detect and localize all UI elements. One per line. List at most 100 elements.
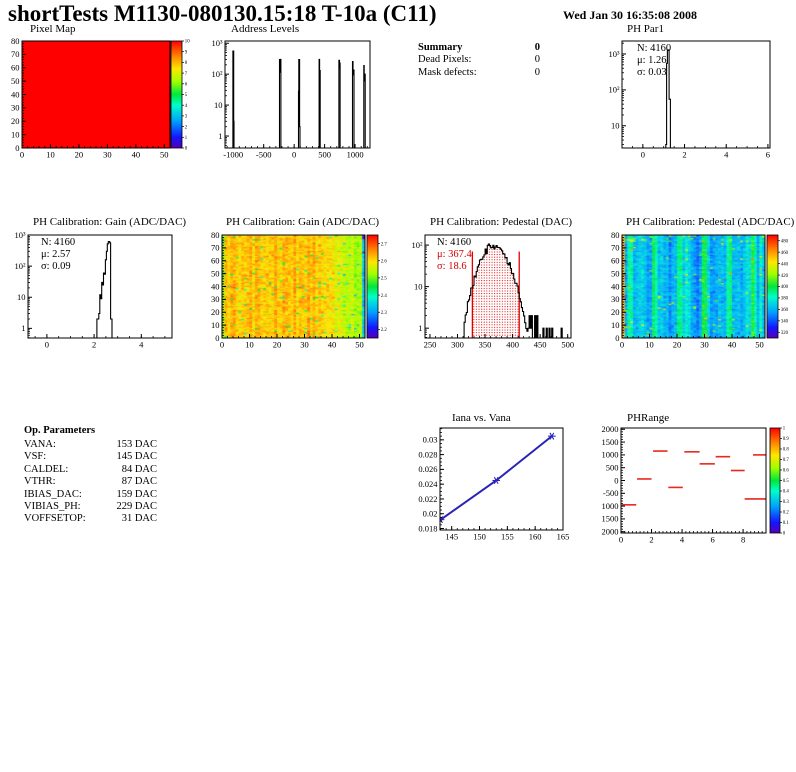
svg-text:2000: 2000 (602, 424, 619, 434)
summary-mask-defects-value: 0 (534, 66, 540, 78)
svg-text:400: 400 (781, 285, 789, 290)
svg-text:70: 70 (611, 243, 620, 253)
param-voffsetop-label: VOFFSETOP: (24, 513, 86, 525)
svg-text:-1000: -1000 (223, 150, 243, 160)
svg-text:2.6: 2.6 (381, 259, 388, 264)
svg-text:160: 160 (529, 532, 542, 542)
summary-dead-pixels-label: Dead Pixels: (418, 54, 472, 66)
svg-text:2: 2 (92, 340, 96, 350)
svg-text:0: 0 (615, 333, 619, 343)
svg-text:40: 40 (132, 150, 141, 160)
param-caldel-value: 84 DAC (121, 463, 157, 475)
svg-text:1: 1 (418, 323, 422, 333)
param-vibias-ph-value: 229 DAC (116, 501, 157, 513)
stats-ph-par1: N: 4160 μ: 1.26 σ: 0.03 (637, 43, 671, 79)
svg-text:1000: 1000 (602, 450, 619, 460)
svg-text:0: 0 (292, 150, 296, 160)
svg-text:3: 3 (185, 115, 188, 120)
svg-text:0.02: 0.02 (423, 509, 438, 519)
svg-text:10: 10 (211, 320, 220, 330)
chart-title-ph-par1: PH Par1 (627, 23, 664, 35)
svg-text:10: 10 (611, 320, 620, 330)
svg-text:0.024: 0.024 (418, 479, 438, 489)
svg-text:0.03: 0.03 (423, 435, 438, 445)
svg-text:10²: 10² (411, 240, 423, 250)
svg-text:10²: 10² (14, 261, 26, 271)
svg-text:50: 50 (611, 268, 620, 278)
svg-text:320: 320 (781, 331, 789, 336)
svg-text:8: 8 (185, 61, 188, 66)
summary-block: Summary 0 Dead Pixels: 0 Mask defects: 0 (418, 42, 540, 79)
svg-text:70: 70 (211, 243, 220, 253)
svg-text:10: 10 (11, 129, 20, 139)
svg-text:0.022: 0.022 (418, 494, 437, 504)
svg-text:10²: 10² (608, 85, 620, 95)
svg-text:1: 1 (21, 323, 25, 333)
svg-text:2: 2 (649, 535, 653, 545)
svg-text:350: 350 (479, 340, 492, 350)
svg-text:0.3: 0.3 (783, 500, 790, 505)
svg-text:10²: 10² (211, 69, 223, 79)
param-caldel-label: CALDEL: (24, 463, 69, 475)
svg-text:0: 0 (45, 340, 49, 350)
stat-mu: μ: 1.26 (637, 55, 667, 66)
svg-text:0: 0 (614, 475, 618, 485)
svg-text:500: 500 (318, 150, 331, 160)
svg-text:80: 80 (611, 230, 620, 240)
page-title: shortTests M1130-080130.15:18 T-10a (C11… (8, 1, 437, 26)
svg-text:0.026: 0.026 (418, 464, 437, 474)
svg-text:0: 0 (620, 340, 624, 350)
svg-text:70: 70 (11, 49, 20, 59)
svg-text:40: 40 (328, 340, 337, 350)
svg-text:10: 10 (46, 150, 55, 160)
svg-text:9: 9 (185, 50, 188, 55)
svg-text:30: 30 (300, 340, 309, 350)
svg-text:0.018: 0.018 (418, 523, 437, 533)
svg-text:50: 50 (160, 150, 169, 160)
svg-text:4: 4 (724, 150, 729, 160)
svg-text:0: 0 (641, 150, 645, 160)
svg-text:8: 8 (741, 535, 745, 545)
svg-text:6: 6 (185, 83, 188, 88)
svg-text:10³: 10³ (14, 230, 26, 240)
gain-map-chart: 0 10 20 30 40 50010203040506070802.22.32.42.5… (211, 230, 388, 350)
svg-text:150: 150 (473, 532, 486, 542)
svg-text:30: 30 (211, 294, 220, 304)
svg-text:420: 420 (781, 274, 789, 279)
svg-text:440: 440 (781, 262, 789, 267)
svg-text:30: 30 (611, 294, 620, 304)
svg-text:10: 10 (645, 340, 654, 350)
stat-n: N: 4160 (437, 237, 472, 248)
svg-text:4: 4 (680, 535, 685, 545)
svg-text:30: 30 (11, 103, 20, 113)
svg-text:340: 340 (781, 320, 789, 325)
svg-text:500: 500 (606, 462, 619, 472)
svg-text:30: 30 (700, 340, 709, 350)
svg-text:20: 20 (211, 307, 220, 317)
svg-text:-500: -500 (603, 488, 619, 498)
svg-text:10: 10 (185, 40, 190, 45)
svg-text:40: 40 (728, 340, 737, 350)
svg-text:20: 20 (11, 116, 20, 126)
svg-text:60: 60 (611, 256, 620, 266)
iana-vs-vana-chart: 145 150 155 160 165 0.018 0.02 0.022 0.024 0.026 0… (418, 427, 569, 542)
svg-text:20: 20 (273, 340, 282, 350)
svg-text:155: 155 (501, 532, 514, 542)
svg-text:30: 30 (103, 150, 112, 160)
chart-title-iana-vs-vana: Iana vs. Vana (452, 412, 511, 424)
chart-title-gain-map: PH Calibration: Gain (ADC/DAC) (226, 216, 380, 228)
param-vsf-label: VSF: (24, 451, 47, 463)
svg-text:10: 10 (611, 121, 620, 131)
svg-text:10: 10 (414, 281, 423, 291)
gain-histogram-chart: 0 2 4 1 10 10² 10³ (14, 230, 173, 350)
svg-text:50: 50 (755, 340, 764, 350)
svg-text:2.5: 2.5 (381, 277, 388, 282)
svg-text:0.8: 0.8 (783, 448, 790, 453)
stats-gain-hist: N: 4160 μ: 2.57 σ: 0.09 (41, 237, 75, 273)
ph-par1-chart: 0 2 4 6 10 10² 10³ (608, 40, 771, 160)
svg-text:480: 480 (781, 239, 789, 244)
svg-text:10: 10 (214, 100, 223, 110)
chart-title-pedestal-map: PH Calibration: Pedestal (ADC/DAC) (626, 216, 795, 228)
